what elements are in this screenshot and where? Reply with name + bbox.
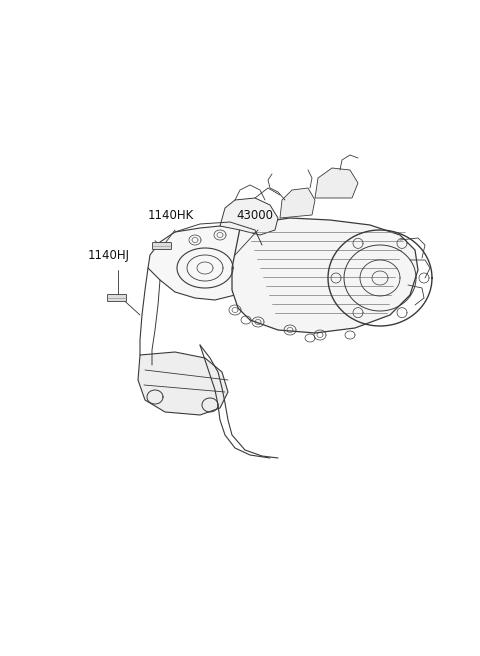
Polygon shape [148, 226, 262, 300]
Polygon shape [232, 218, 418, 333]
Text: 43000: 43000 [236, 209, 273, 222]
Polygon shape [138, 352, 228, 415]
Text: 1140HJ: 1140HJ [88, 249, 130, 262]
FancyBboxPatch shape [153, 243, 171, 249]
Polygon shape [280, 188, 315, 218]
Polygon shape [220, 198, 278, 235]
Polygon shape [315, 168, 358, 198]
Text: 1140HK: 1140HK [148, 209, 194, 222]
FancyBboxPatch shape [108, 295, 127, 302]
